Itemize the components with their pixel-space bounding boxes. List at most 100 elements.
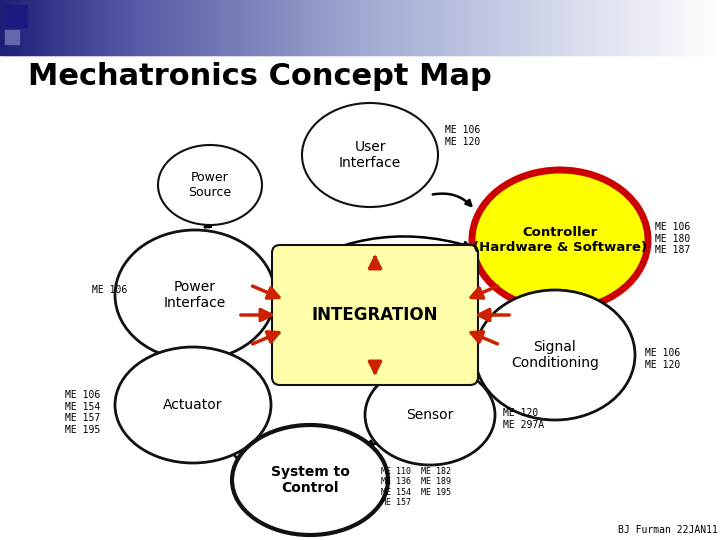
Bar <box>221 0 224 55</box>
Bar <box>401 0 404 55</box>
Bar <box>504 0 508 55</box>
Bar <box>269 0 272 55</box>
Bar <box>38 0 42 55</box>
Bar <box>276 0 279 55</box>
Bar <box>209 0 212 55</box>
Bar <box>34 0 37 55</box>
Text: Sensor: Sensor <box>406 408 454 422</box>
Bar <box>686 0 690 55</box>
Bar <box>372 0 375 55</box>
Bar <box>610 0 613 55</box>
Bar <box>706 0 709 55</box>
Bar <box>336 0 339 55</box>
Bar <box>490 0 493 55</box>
Bar <box>509 0 512 55</box>
Text: ME 110  ME 182
ME 136  ME 189
ME 154  ME 195
ME 157: ME 110 ME 182 ME 136 ME 189 ME 154 ME 19… <box>381 467 451 507</box>
Bar <box>698 0 702 55</box>
Bar <box>153 0 157 55</box>
Bar <box>346 0 349 55</box>
Bar <box>391 0 395 55</box>
Bar <box>482 0 486 55</box>
Bar <box>77 0 80 55</box>
Bar <box>351 0 354 55</box>
Bar <box>377 0 380 55</box>
Bar <box>557 0 560 55</box>
Bar <box>247 0 251 55</box>
Bar <box>283 0 287 55</box>
Bar <box>459 0 462 55</box>
Bar <box>125 0 128 55</box>
Bar <box>197 0 200 55</box>
Bar <box>600 0 603 55</box>
Bar <box>24 0 27 55</box>
Bar <box>295 0 299 55</box>
Bar <box>94 0 97 55</box>
Bar <box>588 0 591 55</box>
Bar <box>297 0 301 55</box>
Bar <box>439 0 443 55</box>
Bar <box>430 0 433 55</box>
Bar <box>72 0 76 55</box>
Bar <box>502 0 505 55</box>
Bar <box>670 0 673 55</box>
Bar <box>713 0 716 55</box>
Bar <box>22 0 25 55</box>
Bar <box>653 0 656 55</box>
Bar <box>84 0 87 55</box>
Bar <box>506 0 510 55</box>
Bar <box>660 0 663 55</box>
Bar <box>396 0 400 55</box>
Text: ME 106: ME 106 <box>92 285 127 295</box>
Bar <box>305 0 308 55</box>
Bar <box>454 0 457 55</box>
Bar <box>223 0 227 55</box>
Bar <box>358 0 361 55</box>
Text: BJ Furman 22JAN11: BJ Furman 22JAN11 <box>618 525 718 535</box>
Bar <box>74 0 78 55</box>
Bar <box>89 0 92 55</box>
Text: Signal
Conditioning: Signal Conditioning <box>511 340 599 370</box>
Bar <box>497 0 500 55</box>
Ellipse shape <box>365 365 495 465</box>
Bar <box>161 0 164 55</box>
Bar <box>367 0 371 55</box>
Bar <box>293 0 296 55</box>
Bar <box>185 0 188 55</box>
Bar <box>43 0 47 55</box>
Bar <box>369 0 373 55</box>
Bar <box>261 0 265 55</box>
Bar <box>487 0 490 55</box>
Bar <box>252 0 256 55</box>
Bar <box>312 0 315 55</box>
Bar <box>466 0 469 55</box>
Bar <box>626 0 630 55</box>
Bar <box>473 0 476 55</box>
Bar <box>207 0 210 55</box>
Text: ME 120
ME 297A: ME 120 ME 297A <box>503 408 544 430</box>
Bar <box>679 0 683 55</box>
Bar <box>216 0 220 55</box>
Bar <box>612 0 616 55</box>
Bar <box>607 0 611 55</box>
Text: Power
Interface: Power Interface <box>164 280 226 310</box>
Bar <box>60 0 63 55</box>
Bar <box>333 0 337 55</box>
Bar <box>408 0 411 55</box>
Ellipse shape <box>232 425 388 535</box>
Bar <box>31 0 35 55</box>
Bar <box>545 0 548 55</box>
Bar <box>362 0 366 55</box>
Bar <box>202 0 205 55</box>
Bar <box>365 0 368 55</box>
Bar <box>259 0 263 55</box>
Bar <box>329 0 332 55</box>
Bar <box>711 0 714 55</box>
Bar <box>225 0 229 55</box>
Bar <box>523 0 526 55</box>
Bar <box>696 0 699 55</box>
Text: System to
Control: System to Control <box>271 465 349 495</box>
Bar <box>101 0 104 55</box>
Bar <box>499 0 503 55</box>
Bar <box>5 5 27 27</box>
Bar <box>264 0 267 55</box>
